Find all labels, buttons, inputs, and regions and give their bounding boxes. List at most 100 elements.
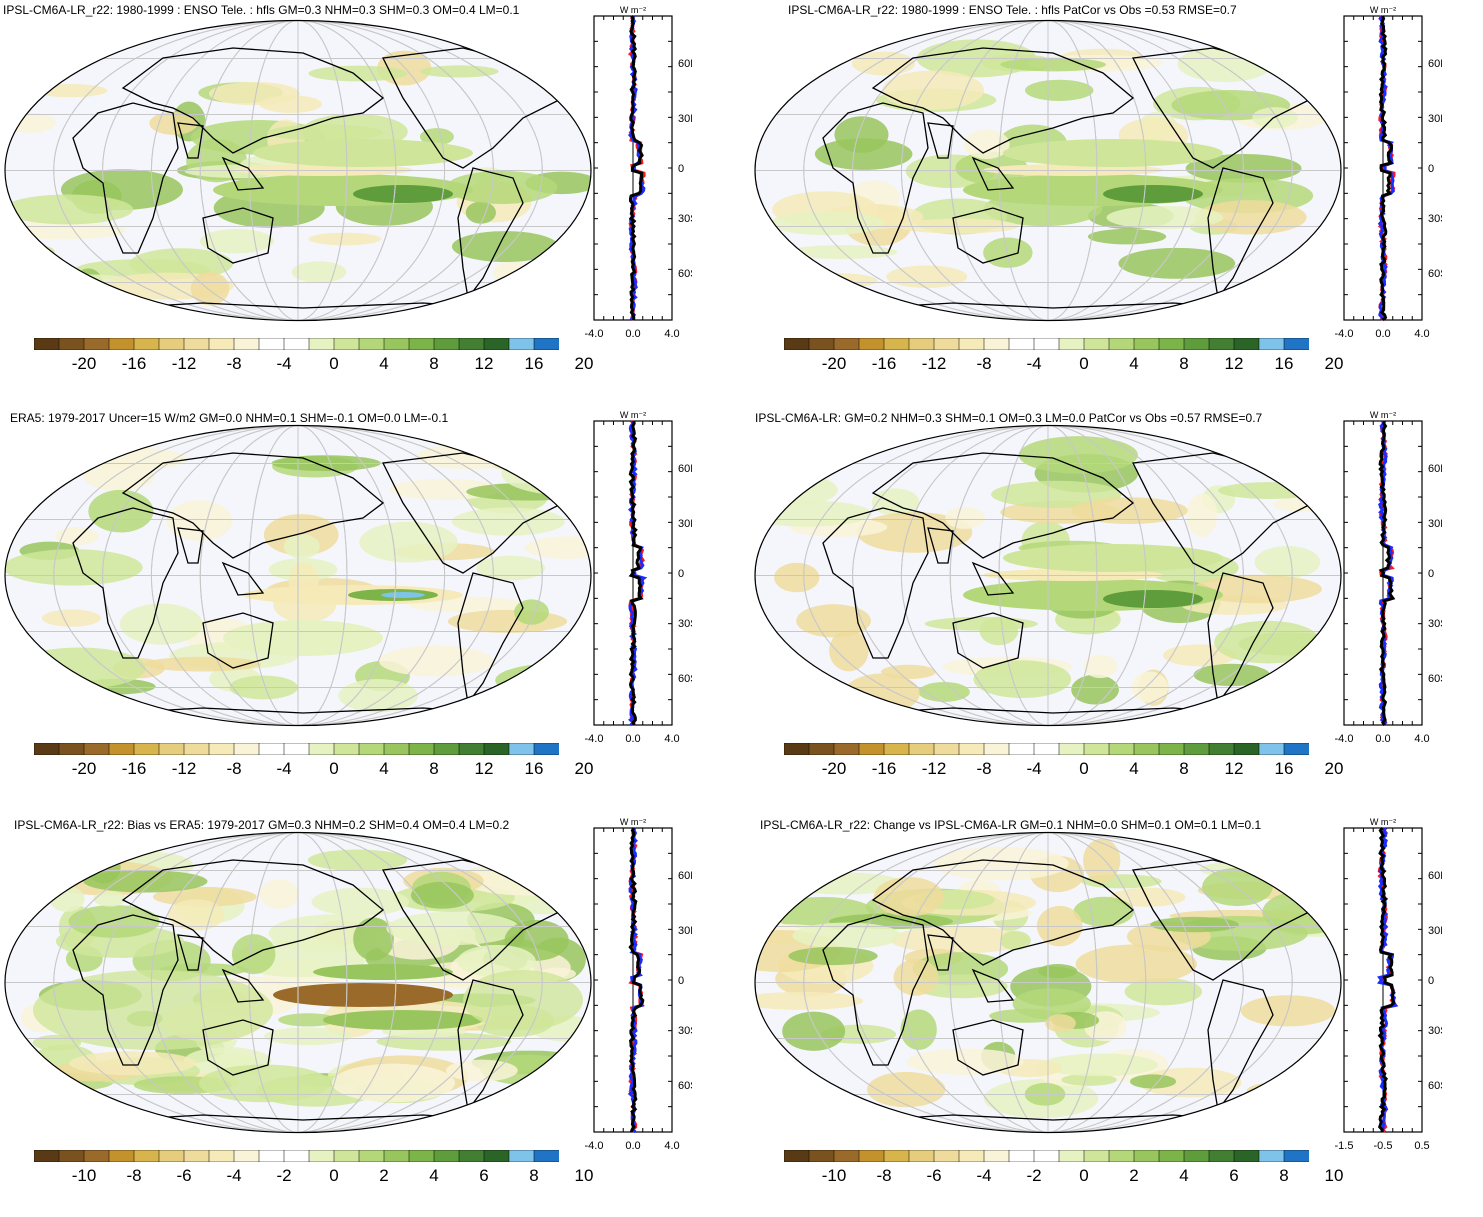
colorbar-swatch (1134, 338, 1160, 350)
map-panel: IPSL-CM6A-LR_r22: Change vs IPSL-CM6A-LR… (750, 812, 1483, 1217)
colorbar-swatch (184, 338, 210, 350)
colorbar-swatch (359, 338, 385, 350)
anomaly-patch (770, 211, 884, 235)
colorbar-swatch (109, 743, 135, 755)
profile-x-tick: -4.0 (585, 733, 604, 745)
colorbar-label: 12 (1225, 354, 1244, 374)
colorbar-label: -10 (72, 1166, 97, 1186)
colorbar (784, 338, 1309, 350)
anomaly-patch (386, 912, 519, 945)
colorbar-swatch (984, 338, 1010, 350)
colorbar-swatch (509, 338, 535, 350)
anomaly-patch (292, 261, 347, 283)
profile-unit-label: W m⁻² (1370, 410, 1396, 420)
anomaly-patch (1000, 58, 1106, 72)
profile-x-tick: 0.0 (625, 328, 640, 340)
colorbar-label: -16 (122, 354, 147, 374)
colorbar-swatch (134, 1150, 160, 1162)
colorbar-swatch (1159, 1150, 1185, 1162)
anomaly-patch (3, 549, 142, 585)
colorbar-swatch (309, 743, 335, 755)
anomaly-patch (1107, 206, 1224, 229)
world-map (753, 18, 1343, 323)
world-map (3, 423, 593, 728)
anomaly-patch (379, 646, 493, 677)
colorbar-label: -16 (122, 759, 147, 779)
profile-x-tick: 0.0 (1375, 733, 1390, 745)
colorbar-swatch (284, 1150, 310, 1162)
colorbar-label: -4 (1026, 759, 1041, 779)
colorbar-swatch (1109, 1150, 1135, 1162)
anomaly-patch (900, 1009, 936, 1050)
colorbar-swatch (1059, 743, 1085, 755)
colorbar-swatch (134, 743, 160, 755)
colorbar-swatch (1059, 1150, 1085, 1162)
anomaly-patch (945, 507, 985, 529)
profile-x-tick: -0.5 (1374, 1140, 1393, 1152)
colorbar-label: 20 (1325, 354, 1344, 374)
colorbar-label: -4 (976, 1166, 991, 1186)
colorbar (34, 1150, 559, 1162)
anomaly-patch (308, 233, 381, 246)
profile-x-tick: 4.0 (664, 733, 679, 745)
world-map (3, 18, 593, 323)
map-panel: IPSL-CM6A-LR: GM=0.2 NHM=0.3 SHM=0.1 OM=… (750, 405, 1483, 810)
colorbar-swatch (109, 1150, 135, 1162)
colorbar-swatch (1084, 743, 1110, 755)
profile-x-tick: -4.0 (585, 1140, 604, 1152)
colorbar-swatch (1034, 1150, 1060, 1162)
colorbar-swatch (34, 743, 60, 755)
colorbar-swatch (884, 1150, 910, 1162)
colorbar (784, 743, 1309, 755)
colorbar-label: 8 (1279, 1166, 1288, 1186)
latitude-tick: 30S (678, 1025, 692, 1037)
anomaly-patch (782, 1012, 845, 1051)
colorbar-swatch (1284, 743, 1309, 755)
latitude-tick: 30S (1428, 618, 1442, 630)
colorbar-label: 8 (1179, 354, 1188, 374)
colorbar-swatch (359, 1150, 385, 1162)
profile-unit-label: W m⁻² (1370, 5, 1396, 15)
colorbar-label: -8 (976, 354, 991, 374)
colorbar-label: 0 (329, 354, 338, 374)
anomaly-patch (815, 138, 913, 170)
profile-x-tick: -4.0 (585, 328, 604, 340)
colorbar-swatch (59, 1150, 85, 1162)
anomaly-patch (223, 620, 383, 656)
anomaly-patch (1187, 494, 1218, 537)
colorbar-swatch (159, 743, 185, 755)
colorbar-swatch (34, 1150, 60, 1162)
latitude-tick: 30S (1428, 1025, 1442, 1037)
colorbar-label: -4 (276, 759, 291, 779)
anomaly-patch (144, 657, 261, 672)
colorbar-swatch (434, 338, 460, 350)
colorbar-label: 2 (1129, 1166, 1138, 1186)
colorbar-label: 20 (575, 759, 594, 779)
colorbar-label: -12 (172, 354, 197, 374)
colorbar-swatch (384, 743, 410, 755)
colorbar-swatch (434, 1150, 460, 1162)
colorbar-label: -6 (926, 1166, 941, 1186)
colorbar-swatch (534, 743, 559, 755)
anomaly-patch (514, 599, 549, 624)
latitude-tick: 30S (1428, 213, 1442, 225)
colorbar-swatch (1159, 743, 1185, 755)
equatorial-max (381, 592, 425, 598)
colorbar-swatch (34, 338, 60, 350)
latitude-tick: 30S (678, 618, 692, 630)
anomaly-patch (21, 245, 55, 258)
profile-x-tick: 0.5 (1414, 1140, 1429, 1152)
map-panel: IPSL-CM6A-LR_r22: 1980-1999 : ENSO Tele.… (0, 0, 733, 405)
colorbar-swatch (484, 1150, 510, 1162)
colorbar-label: 6 (1229, 1166, 1238, 1186)
colorbar-swatch (1134, 1150, 1160, 1162)
colorbar-label: 0 (1079, 759, 1088, 779)
colorbar-swatch (884, 743, 910, 755)
colorbar-swatch (1184, 743, 1210, 755)
profile-unit-label: W m⁻² (1370, 817, 1396, 827)
anomaly-patch (491, 453, 524, 470)
colorbar-label: 8 (429, 759, 438, 779)
colorbar-label: 4 (1179, 1166, 1188, 1186)
map-panel: IPSL-CM6A-LR_r22: 1980-1999 : ENSO Tele.… (750, 0, 1483, 405)
colorbar-swatch (1009, 743, 1035, 755)
